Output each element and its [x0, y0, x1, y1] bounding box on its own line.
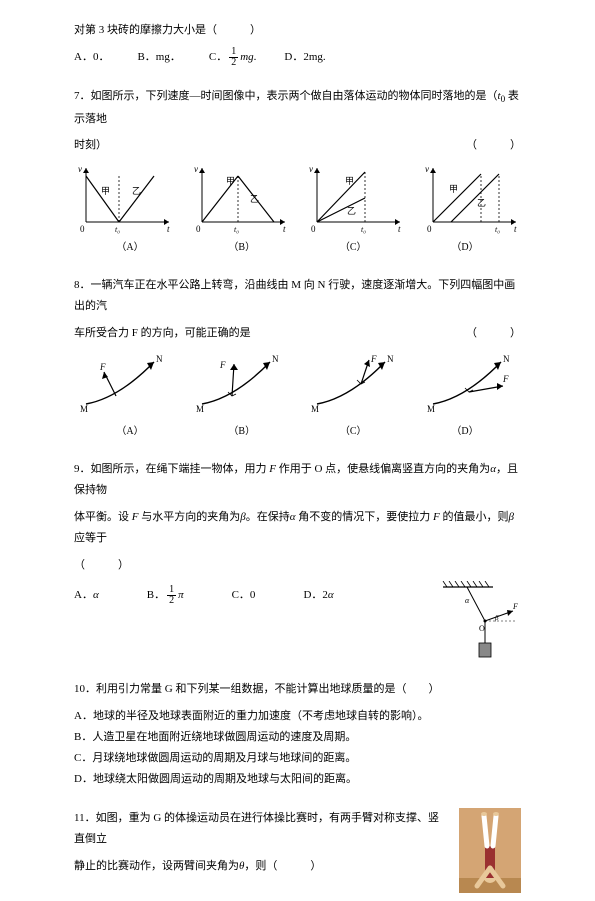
- q8-graph-c: M N F: [305, 350, 405, 418]
- q9-paren: （ ）: [74, 555, 521, 576]
- q8-graph-d: M N F: [421, 350, 521, 418]
- svg-text:乙: 乙: [132, 186, 141, 196]
- svg-text:β: β: [494, 614, 499, 622]
- svg-text:甲: 甲: [345, 176, 354, 186]
- question-11: 11．如图，重为 G 的体操运动员在进行体操比赛时，有两手臂对称支撑、竖直倒立 …: [74, 808, 521, 893]
- svg-text:v: v: [425, 164, 429, 174]
- svg-text:乙: 乙: [477, 198, 486, 208]
- svg-text:t₀: t₀: [361, 225, 366, 234]
- question-8: 8．一辆汽车正在水平公路上转弯，沿曲线由 M 向 N 行驶，速度逐渐增大。下列四…: [74, 275, 521, 441]
- svg-text:0: 0: [196, 224, 201, 234]
- q8-graphs: M N F M N F M N F: [74, 350, 521, 418]
- question-6: 对第 3 块砖的摩擦力大小是（ ） A．0． B．mg． C．12mg. D．2…: [74, 20, 521, 68]
- svg-text:0: 0: [311, 224, 316, 234]
- svg-text:F: F: [99, 362, 106, 372]
- q7-labels: （A） （B） （C） （D）: [74, 238, 521, 257]
- q10-opt-c: C．月球绕地球做圆周运动的周期及月球与地球间的距离。: [74, 748, 521, 769]
- svg-text:t: t: [167, 224, 170, 234]
- q9-diagram: α O F β: [435, 581, 521, 661]
- q7-line2: 时刻）: [74, 135, 107, 156]
- q8-graph-a: M N F: [74, 350, 174, 418]
- svg-text:甲: 甲: [226, 176, 235, 186]
- svg-text:N: N: [156, 354, 163, 364]
- q7-line1: 7．如图所示，下列速度—时间图像中，表示两个做自由落体运动的物体同时落地的是（t…: [74, 86, 521, 130]
- q6-options: A．0． B．mg． C．12mg. D．2mg.: [74, 47, 521, 68]
- q7-graph-d: v t 0 甲 乙 t₀: [421, 162, 521, 234]
- q8-graph-b: M N F: [190, 350, 290, 418]
- svg-text:M: M: [80, 404, 88, 414]
- q8-labels: （A） （B） （C） （D）: [74, 422, 521, 441]
- svg-text:v: v: [309, 164, 313, 174]
- q10-opt-b: B．人造卫星在地面附近绕地球做圆周运动的速度及周期。: [74, 727, 521, 748]
- q9-line1: 9．如图所示，在绳下端挂一物体，用力 F 作用于 O 点，使悬线偏离竖直方向的夹…: [74, 459, 521, 501]
- q6-opt-b: B．mg．: [137, 47, 180, 68]
- svg-text:0: 0: [80, 224, 85, 234]
- q9-opt-b: B．12π: [147, 585, 184, 606]
- question-9: 9．如图所示，在绳下端挂一物体，用力 F 作用于 O 点，使悬线偏离竖直方向的夹…: [74, 459, 521, 661]
- q9-opt-a: A．α: [74, 585, 99, 606]
- svg-text:F: F: [512, 602, 518, 611]
- q6-opt-c: C．12mg.: [209, 47, 257, 68]
- q6-stem: 对第 3 块砖的摩擦力大小是（ ）: [74, 20, 521, 41]
- svg-text:甲: 甲: [449, 184, 458, 194]
- q7-paren: （ ）: [466, 135, 521, 156]
- svg-text:0: 0: [427, 224, 432, 234]
- svg-text:α: α: [465, 596, 470, 605]
- svg-text:t: t: [514, 224, 517, 234]
- svg-text:M: M: [311, 404, 319, 414]
- q8-line2: 车所受合力 F 的方向，可能正确的是: [74, 323, 251, 344]
- svg-text:F: F: [370, 354, 377, 364]
- svg-text:t: t: [283, 224, 286, 234]
- svg-text:M: M: [427, 404, 435, 414]
- q7-graph-b: v t 0 甲 乙 t₀: [190, 162, 290, 234]
- svg-text:t₀: t₀: [234, 225, 239, 234]
- q10-opt-d: D．地球绕太阳做圆周运动的周期及地球与太阳间的距离。: [74, 769, 521, 790]
- q7-graph-a: v t 0 甲 乙 t₀: [74, 162, 174, 234]
- q11-line2: 静止的比赛动作，设两臂间夹角为θ，则（ ）: [74, 856, 449, 877]
- q8-line1: 8．一辆汽车正在水平公路上转弯，沿曲线由 M 向 N 行驶，速度逐渐增大。下列四…: [74, 275, 521, 317]
- q6-opt-d: D．2mg.: [284, 47, 325, 68]
- q7-graph-c: v t 0 甲 乙 t₀: [305, 162, 405, 234]
- q6-opt-a: A．0．: [74, 47, 109, 68]
- svg-text:M: M: [196, 404, 204, 414]
- q8-paren: （ ）: [466, 323, 521, 344]
- gymnast-image: [459, 808, 521, 893]
- q7-graphs: v t 0 甲 乙 t₀ v t 0 甲 乙 t₀: [74, 162, 521, 234]
- svg-text:N: N: [272, 354, 279, 364]
- svg-text:v: v: [78, 164, 82, 174]
- svg-text:N: N: [503, 354, 510, 364]
- svg-text:F: F: [219, 360, 226, 370]
- question-7: 7．如图所示，下列速度—时间图像中，表示两个做自由落体运动的物体同时落地的是（t…: [74, 86, 521, 257]
- svg-text:乙: 乙: [347, 206, 356, 216]
- svg-text:乙: 乙: [250, 194, 259, 204]
- q9-line2: 体平衡。设 F 与水平方向的夹角为β。在保持α 角不变的情况下，要使拉力 F 的…: [74, 507, 521, 549]
- svg-text:甲: 甲: [101, 186, 110, 196]
- svg-text:t₀: t₀: [115, 225, 120, 234]
- q9-opt-c: C．0: [232, 585, 256, 606]
- svg-text:v: v: [194, 164, 198, 174]
- svg-text:t₀: t₀: [495, 225, 500, 234]
- svg-text:N: N: [387, 354, 394, 364]
- svg-text:F: F: [502, 374, 509, 384]
- q9-options: A．α B．12π C．0 D．2α: [74, 585, 435, 606]
- q9-opt-d: D．2α: [303, 585, 333, 606]
- question-10: 10．利用引力常量 G 和下列某一组数据，不能计算出地球质量的是（ ） A．地球…: [74, 679, 521, 789]
- svg-text:O: O: [479, 624, 485, 633]
- q10-stem: 10．利用引力常量 G 和下列某一组数据，不能计算出地球质量的是（ ）: [74, 679, 521, 700]
- svg-text:t: t: [398, 224, 401, 234]
- q10-opt-a: A．地球的半径及地球表面附近的重力加速度（不考虑地球自转的影响）。: [74, 706, 521, 727]
- q11-line1: 11．如图，重为 G 的体操运动员在进行体操比赛时，有两手臂对称支撑、竖直倒立: [74, 808, 449, 850]
